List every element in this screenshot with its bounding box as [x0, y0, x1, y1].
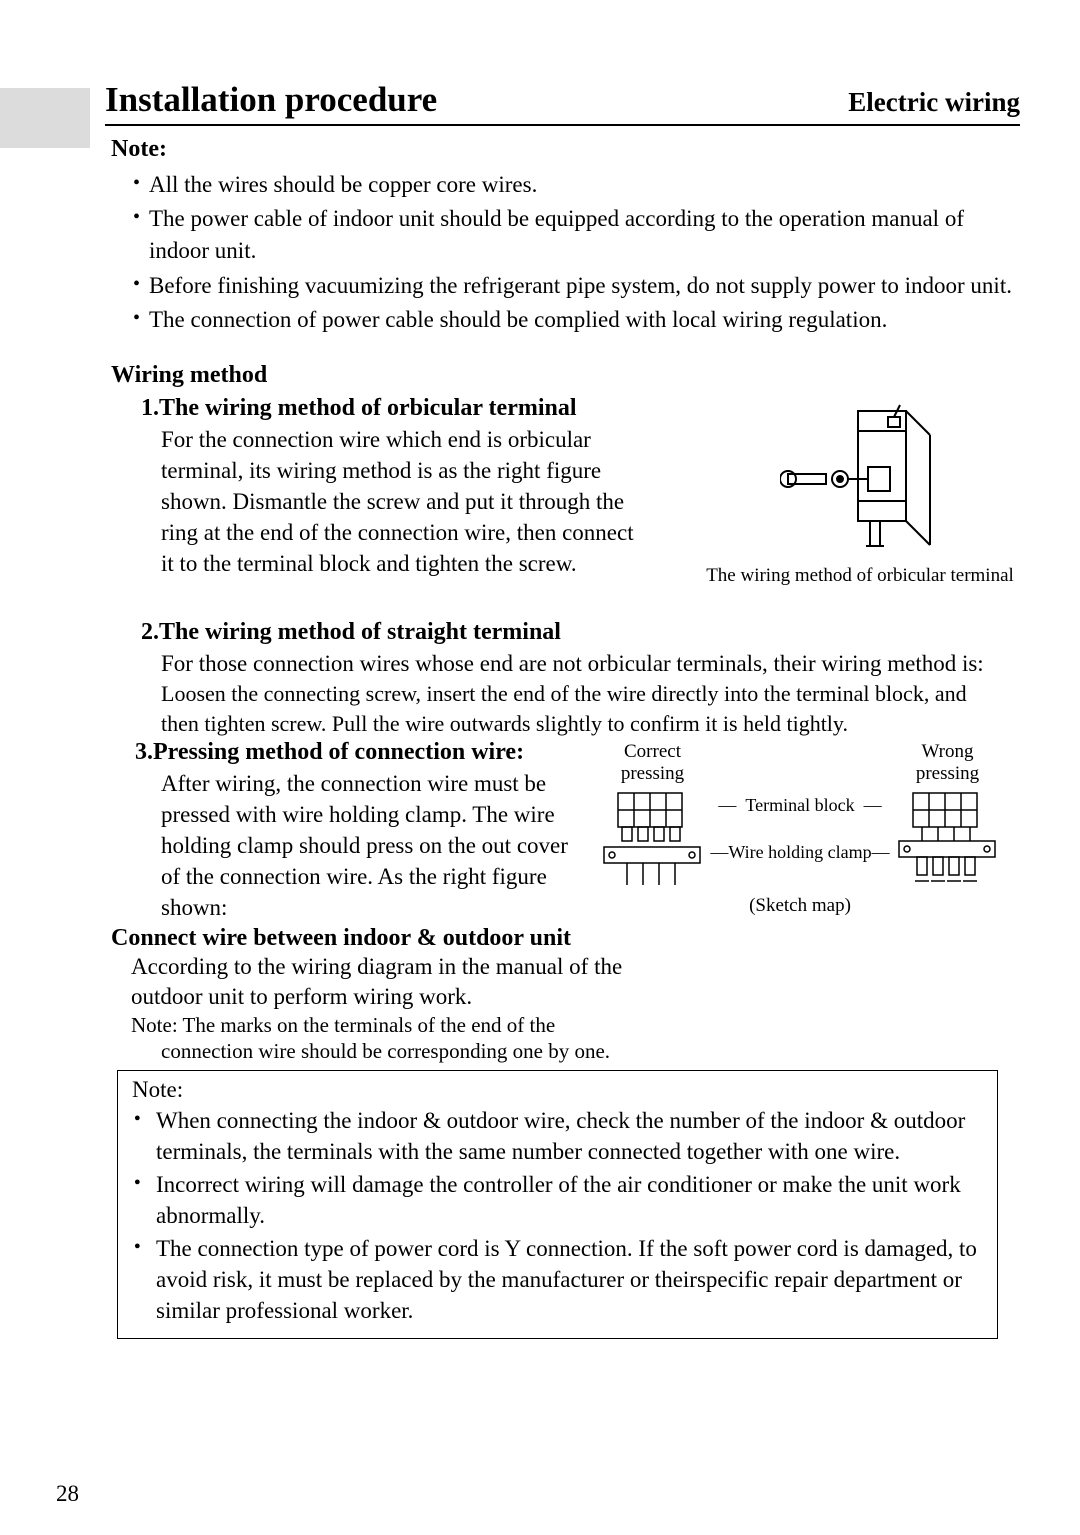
- section-3: 3.Pressing method of connection wire: Af…: [105, 739, 1020, 923]
- connect-note-line1: Note: The marks on the terminals of the …: [131, 1012, 731, 1038]
- note-box-item: Incorrect wiring will damage the control…: [132, 1169, 983, 1231]
- note-box-list: When connecting the indoor & outdoor wir…: [132, 1105, 983, 1326]
- connect-note-line2: connection wire should be corresponding …: [161, 1038, 761, 1064]
- sec2-body1: For those connection wires whose end are…: [161, 648, 991, 679]
- sec1-caption: The wiring method of orbicular terminal: [670, 565, 1050, 587]
- sec1-body: For the connection wire which end is orb…: [161, 424, 641, 579]
- orbicular-terminal-figure: [765, 401, 965, 561]
- page-number: 28: [56, 1481, 79, 1507]
- note-box: Note: When connecting the indoor & outdo…: [117, 1070, 998, 1339]
- page-title: Installation procedure: [105, 80, 437, 120]
- note-bullet: The power cable of indoor unit should be…: [135, 203, 1020, 267]
- section-2: 2.The wiring method of straight terminal…: [105, 619, 1020, 738]
- sec2-heading: 2.The wiring method of straight terminal: [141, 619, 1020, 646]
- wire-clamp-label: —Wire holding clamp—: [705, 842, 895, 863]
- note-heading: Note:: [111, 136, 1020, 163]
- sketch-map-caption: (Sketch map): [600, 895, 1000, 917]
- orbicular-terminal-icon: [780, 401, 950, 561]
- wrong-pressing-icon: [895, 789, 1000, 889]
- correct-pressing-label: Correct pressing: [600, 741, 705, 785]
- pressing-figure: Correct pressing Wrong pressing: [600, 741, 1000, 917]
- note-bullet: All the wires should be copper core wire…: [135, 169, 1020, 201]
- page-content: Installation procedure Electric wiring N…: [0, 0, 1080, 1379]
- note-bullet: Before finishing vacuumizing the refrige…: [135, 270, 1020, 302]
- sec3-body: After wiring, the connection wire must b…: [161, 768, 581, 923]
- note-bullet-list: All the wires should be copper core wire…: [135, 169, 1020, 336]
- note-box-item: When connecting the indoor & outdoor wir…: [132, 1105, 983, 1167]
- wiring-method-heading: Wiring method: [111, 362, 1020, 389]
- section-1: 1.The wiring method of orbicular termina…: [105, 395, 1020, 579]
- correct-pressing-icon: [600, 789, 705, 889]
- note-box-item: The connection type of power cord is Y c…: [132, 1233, 983, 1326]
- section-title: Electric wiring: [848, 87, 1020, 118]
- note-bullet: The connection of power cable should be …: [135, 304, 1020, 336]
- note-box-title: Note:: [132, 1077, 983, 1103]
- sec2-body2: Loosen the connecting screw, insert the …: [161, 679, 991, 738]
- header-row: Installation procedure Electric wiring: [105, 80, 1020, 126]
- connect-heading: Connect wire between indoor & outdoor un…: [111, 925, 1020, 952]
- wrong-pressing-label: Wrong pressing: [895, 741, 1000, 785]
- terminal-block-label: — Terminal block —: [705, 795, 895, 816]
- connect-body: According to the wiring diagram in the m…: [131, 952, 671, 1012]
